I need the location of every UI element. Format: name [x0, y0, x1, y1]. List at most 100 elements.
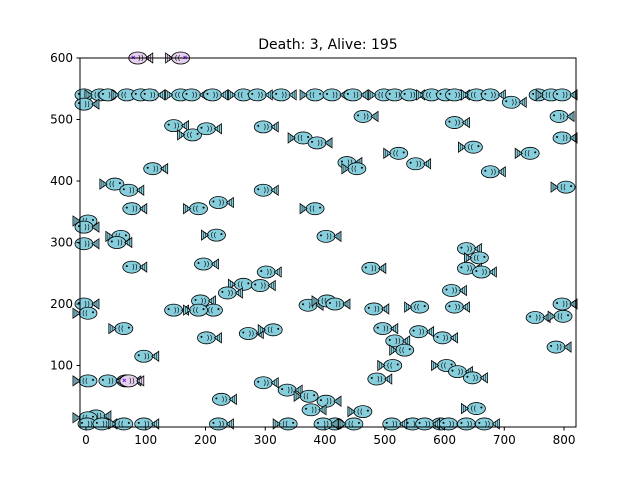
fish-marker — [377, 359, 403, 372]
fish-marker — [501, 95, 527, 109]
fish-marker — [301, 403, 327, 417]
fish-marker — [271, 88, 297, 102]
fish-marker — [457, 242, 482, 256]
chart-title: Death: 3, Alive: 195 — [258, 37, 397, 53]
fish-marker — [547, 309, 573, 323]
x-tick-label: 200 — [194, 433, 217, 447]
x-tick-label: 600 — [433, 433, 456, 447]
fish-marker — [201, 228, 226, 242]
fish-marker — [250, 279, 276, 292]
y-tick-label: 100 — [50, 359, 73, 373]
fish-marker — [107, 236, 133, 249]
fish-marker — [552, 131, 578, 145]
fish-marker — [247, 88, 273, 102]
y-tick-label: 600 — [50, 51, 73, 65]
fish-marker — [409, 325, 435, 339]
x-tick-label: 500 — [373, 433, 396, 447]
fish-marker — [122, 202, 148, 216]
fish-marker — [209, 196, 234, 209]
fish-marker — [194, 257, 219, 271]
x-tick-label: 100 — [134, 433, 157, 447]
fish-marker — [108, 322, 134, 336]
fish-marker — [164, 119, 190, 133]
fish-marker — [445, 300, 470, 314]
fish-marker — [119, 183, 145, 197]
fish-marker — [549, 110, 575, 123]
fish-marker — [471, 265, 497, 279]
fish-marker — [347, 405, 373, 419]
fish-marker — [212, 392, 237, 406]
fish-marker — [404, 300, 430, 314]
fish-marker — [514, 146, 540, 160]
fish-marker — [197, 331, 222, 345]
fish-marker — [203, 88, 228, 102]
fish-marker — [253, 183, 279, 197]
fish-marker — [134, 349, 160, 363]
fish-marker — [461, 88, 486, 102]
fish-marker — [253, 120, 279, 134]
fish-marker — [197, 122, 222, 136]
fish-marker — [183, 202, 208, 216]
fish-marker — [325, 297, 351, 311]
fish-marker — [74, 237, 100, 251]
fish-marker — [122, 260, 148, 274]
fish-marker — [353, 110, 379, 123]
fish-marker — [307, 136, 333, 150]
y-tick-label: 300 — [50, 236, 73, 250]
fish-marker — [442, 284, 467, 297]
fish-marker — [433, 331, 458, 345]
fish-marker — [72, 374, 98, 388]
fish-marker — [74, 220, 100, 234]
fish-marker — [299, 202, 325, 216]
fish-marker — [217, 286, 243, 300]
fish-marker — [463, 251, 489, 265]
fish-marker — [458, 140, 483, 154]
fish-marker — [552, 88, 578, 102]
fish-marker — [341, 162, 367, 176]
axes: 0 100 200 300 400 500 600 700 800 100 200 300 400 500… — [50, 51, 575, 447]
fish-marker — [72, 214, 98, 228]
fish-marker — [140, 88, 166, 102]
fish-marker — [277, 383, 303, 397]
fish-marker — [316, 229, 342, 243]
fish-marker — [550, 180, 576, 194]
fish-marker — [256, 265, 282, 279]
y-tick-label: 500 — [50, 113, 73, 127]
fish-marker — [367, 372, 393, 386]
fish-marker — [191, 294, 216, 308]
fish-marker — [389, 343, 415, 357]
fish-marker — [480, 88, 506, 102]
fish-marker — [406, 157, 432, 171]
x-tick-label: 300 — [254, 433, 277, 447]
fish-marker — [72, 306, 98, 320]
fish-marker — [177, 128, 202, 142]
x-tick-label: 400 — [314, 433, 337, 447]
fish-marker — [143, 162, 169, 176]
fish-marker — [183, 303, 208, 317]
fish-marker — [364, 302, 390, 316]
fish-marker — [383, 146, 409, 160]
x-tick-label: 0 — [82, 433, 90, 447]
y-tick-label: 400 — [50, 174, 73, 188]
fish-marker — [253, 376, 279, 390]
fish-marker — [74, 97, 100, 111]
fish-marker — [99, 177, 125, 191]
y-tick-label: 200 — [50, 297, 73, 311]
fish-marker — [373, 322, 399, 336]
x-tick-label: 800 — [553, 433, 576, 447]
fish-marker — [546, 340, 572, 354]
dead-fish-marker — [119, 374, 145, 388]
fish-marker — [257, 323, 283, 337]
fish-marker — [461, 402, 486, 415]
fish-marker — [293, 389, 319, 403]
fish-marker — [445, 116, 470, 129]
fish-marker — [463, 371, 488, 385]
x-tick-label: 700 — [493, 433, 516, 447]
fish-marker — [316, 394, 342, 408]
fish-marker — [343, 88, 369, 102]
fish-marker — [480, 165, 506, 179]
fish-marker — [361, 261, 387, 275]
fish-marker — [552, 297, 578, 311]
